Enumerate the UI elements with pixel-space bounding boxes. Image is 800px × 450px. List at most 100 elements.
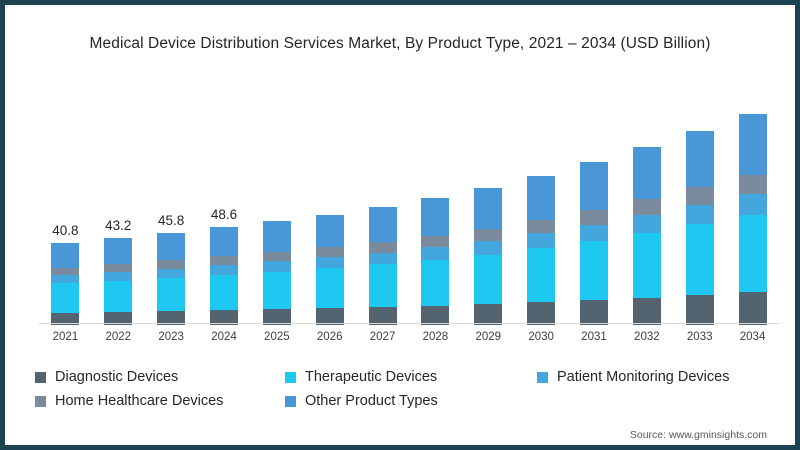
bar-segment xyxy=(527,175,556,220)
bar-segment xyxy=(104,238,133,265)
bar-segment xyxy=(51,267,80,275)
legend-swatch-icon xyxy=(35,395,46,407)
bar-2026[interactable] xyxy=(315,214,344,325)
bar-segment xyxy=(315,308,344,325)
bar-segment xyxy=(580,241,608,301)
bar-segment xyxy=(632,147,661,200)
plot-area: 40.8 43.2 45.8 48.6 xyxy=(39,100,779,325)
bar-segment xyxy=(157,233,186,261)
bar-segment xyxy=(527,302,556,325)
bar-segment xyxy=(580,300,608,325)
bar-segment xyxy=(104,264,133,272)
bar-segment xyxy=(527,219,556,234)
bar-segment xyxy=(157,277,186,312)
bar-segment xyxy=(738,174,767,194)
x-tick-label-2026: 2026 xyxy=(316,331,343,343)
bar-2031[interactable] xyxy=(580,162,608,325)
legend-label: Home Healthcare Devices xyxy=(55,393,224,409)
bar-2028[interactable] xyxy=(421,198,450,325)
bar-segment xyxy=(104,272,133,281)
bar-segment xyxy=(262,309,291,325)
bar-segment xyxy=(474,188,503,229)
bar-segment xyxy=(368,307,397,325)
bar-segment xyxy=(421,259,450,306)
bar-segment xyxy=(51,312,80,325)
x-tick-label-2033: 2033 xyxy=(686,331,713,343)
x-tick-label-2031: 2031 xyxy=(581,331,607,343)
legend-row-2: Home Healthcare Devices Other Product Ty… xyxy=(35,393,783,409)
x-tick-label-2025: 2025 xyxy=(264,331,290,343)
bar-segment xyxy=(632,199,661,216)
bar-segment xyxy=(157,260,186,269)
bar-segment xyxy=(738,193,767,215)
bar-segment xyxy=(685,130,714,188)
x-tick-label-2027: 2027 xyxy=(369,331,396,343)
bar-2032[interactable] xyxy=(632,147,661,325)
bar-2023[interactable]: 45.8 xyxy=(157,213,186,325)
legend-label: Other Product Types xyxy=(305,393,438,409)
x-tick-label-2034: 2034 xyxy=(739,331,766,343)
bar-segment xyxy=(262,221,291,253)
x-tick-label-2024: 2024 xyxy=(211,331,237,343)
legend-item-patient-monitoring-devices[interactable]: Patient Monitoring Devices xyxy=(537,369,729,385)
bar-segment xyxy=(474,240,503,255)
bar-segment xyxy=(262,252,291,262)
bar-segment xyxy=(527,248,556,303)
legend-row-1: Diagnostic Devices Therapeutic Devices P… xyxy=(35,369,783,385)
bar-segment xyxy=(685,187,714,205)
bar-segment xyxy=(421,247,450,260)
bar-segment xyxy=(210,256,238,266)
x-axis-line xyxy=(39,323,779,324)
bar-segment xyxy=(738,114,767,175)
bar-segment xyxy=(474,304,503,325)
bar-segment xyxy=(527,233,556,249)
bar-2030[interactable] xyxy=(527,175,556,325)
chart-title: Medical Device Distribution Services Mar… xyxy=(89,35,711,52)
legend-item-other-product-types[interactable]: Other Product Types xyxy=(285,393,537,409)
x-tick-label-2028: 2028 xyxy=(422,331,449,343)
legend-item-diagnostic-devices[interactable]: Diagnostic Devices xyxy=(35,369,285,385)
bar-2029[interactable] xyxy=(474,188,503,325)
bar-segment xyxy=(315,257,344,269)
bar-segment xyxy=(51,243,80,268)
bar-segment xyxy=(632,297,661,325)
bar-segment xyxy=(580,162,608,211)
bar-2027[interactable] xyxy=(368,206,397,325)
bar-segment xyxy=(421,305,450,325)
legend-swatch-icon xyxy=(35,371,46,383)
bar-2034[interactable] xyxy=(738,114,767,325)
bar-segment xyxy=(738,214,767,292)
bar-segment xyxy=(632,215,661,234)
bar-2025[interactable] xyxy=(262,221,291,325)
chart-legend: Diagnostic Devices Therapeutic Devices P… xyxy=(35,369,783,417)
bar-segment xyxy=(685,204,714,225)
bar-segment xyxy=(210,227,238,257)
bar-segment xyxy=(157,268,186,278)
source-attribution: Source: www.gminsights.com xyxy=(629,429,767,441)
bar-2033[interactable] xyxy=(685,130,714,325)
legend-swatch-icon xyxy=(537,371,548,383)
bar-segment xyxy=(104,311,133,325)
bar-segment xyxy=(315,247,344,258)
bar-segment xyxy=(580,210,608,225)
legend-swatch-icon xyxy=(285,395,296,407)
legend-item-home-healthcare-devices[interactable]: Home Healthcare Devices xyxy=(35,393,285,409)
bar-2024[interactable]: 48.6 xyxy=(210,207,238,325)
bar-2021[interactable]: 40.8 xyxy=(51,223,80,325)
legend-label: Diagnostic Devices xyxy=(55,369,179,385)
chart-canvas: Medical Device Distribution Services Mar… xyxy=(5,5,795,445)
legend-swatch-icon xyxy=(285,371,296,383)
bar-segment xyxy=(421,198,450,236)
bar-value-label: 40.8 xyxy=(52,223,79,239)
x-tick-label-2023: 2023 xyxy=(158,331,184,343)
bar-segment xyxy=(368,206,397,242)
bar-segment xyxy=(315,214,344,248)
bar-2022[interactable]: 43.2 xyxy=(104,218,133,325)
legend-label: Patient Monitoring Devices xyxy=(557,369,730,385)
x-tick-label-2021: 2021 xyxy=(52,331,79,343)
bar-value-label: 48.6 xyxy=(210,207,238,223)
legend-label: Therapeutic Devices xyxy=(305,369,438,385)
bar-segment xyxy=(210,275,238,311)
legend-item-therapeutic-devices[interactable]: Therapeutic Devices xyxy=(285,369,537,385)
x-tick-label-2029: 2029 xyxy=(475,331,502,343)
